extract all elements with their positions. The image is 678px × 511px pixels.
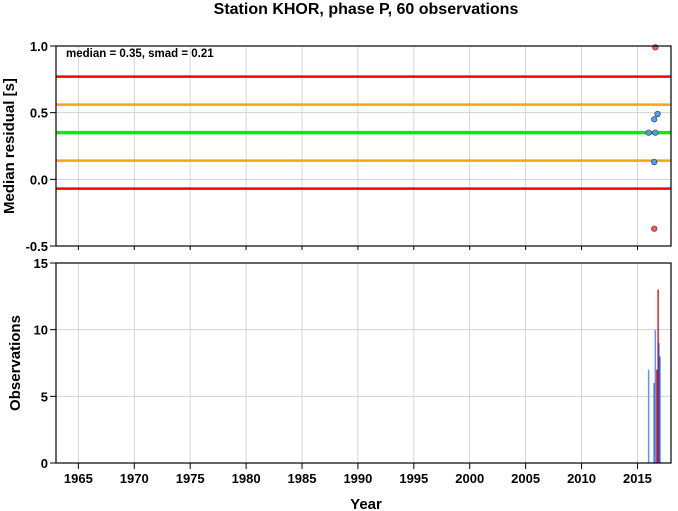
top-ytick-label: 0.5	[30, 106, 48, 121]
bottom-bar	[659, 356, 661, 463]
bottom-xtick-label: 2000	[455, 471, 484, 486]
top-data-point	[651, 116, 658, 123]
bottom-bar	[653, 383, 655, 463]
bottom-frame	[55, 262, 672, 464]
bottom-panel-xlabel: Year	[350, 496, 382, 511]
bottom-bar	[654, 329, 657, 463]
bottom-bar	[657, 343, 660, 463]
top-data-point	[651, 225, 658, 232]
top-panel: 1.0 0.5 0.0 -0.5	[26, 39, 672, 254]
bottom-bar	[656, 369, 658, 463]
bottom-ytick-label: 0	[41, 456, 48, 471]
chart-title: Station KHOR, phase P, 60 observations	[214, 1, 519, 18]
top-frame	[55, 45, 672, 247]
top-data-point	[645, 129, 652, 136]
bottom-ytick-label: 10	[34, 323, 48, 338]
top-ytick-label: -0.5	[26, 239, 48, 254]
bottom-xtick-label: 1995	[399, 471, 428, 486]
bottom-xtick-label: 2010	[567, 471, 596, 486]
bottom-xtick-label: 2015	[623, 471, 652, 486]
bottom-ytick-label: 15	[34, 256, 48, 271]
top-panel-ylabel: Median residual [s]	[1, 78, 18, 214]
bottom-xtick-label: 1985	[288, 471, 317, 486]
bottom-xtick-label: 2005	[511, 471, 540, 486]
bottom-ytick-label: 5	[41, 389, 48, 404]
bottom-panel-ylabel: Observations	[7, 315, 24, 411]
top-data-point	[651, 158, 658, 166]
top-ytick-label: 1.0	[30, 39, 48, 54]
top-ytick-label: 0.0	[30, 172, 48, 187]
top-data-point	[652, 129, 659, 136]
bottom-xtick-label: 1965	[64, 471, 93, 486]
bottom-xtick-label: 1975	[176, 471, 205, 486]
bottom-xtick-label: 1970	[120, 471, 149, 486]
bottom-xtick-label: 1980	[232, 471, 261, 486]
top-data-point	[652, 44, 659, 51]
top-data-point	[654, 110, 661, 118]
bottom-panel: 15 10 5 0 1965 1970 1975 1980 1985 1990 1995 2000 20…	[34, 256, 672, 486]
bottom-bar	[647, 369, 650, 463]
top-panel-annotation: median = 0.35, smad = 0.21	[66, 48, 214, 60]
bottom-xtick-label: 1990	[343, 471, 372, 486]
